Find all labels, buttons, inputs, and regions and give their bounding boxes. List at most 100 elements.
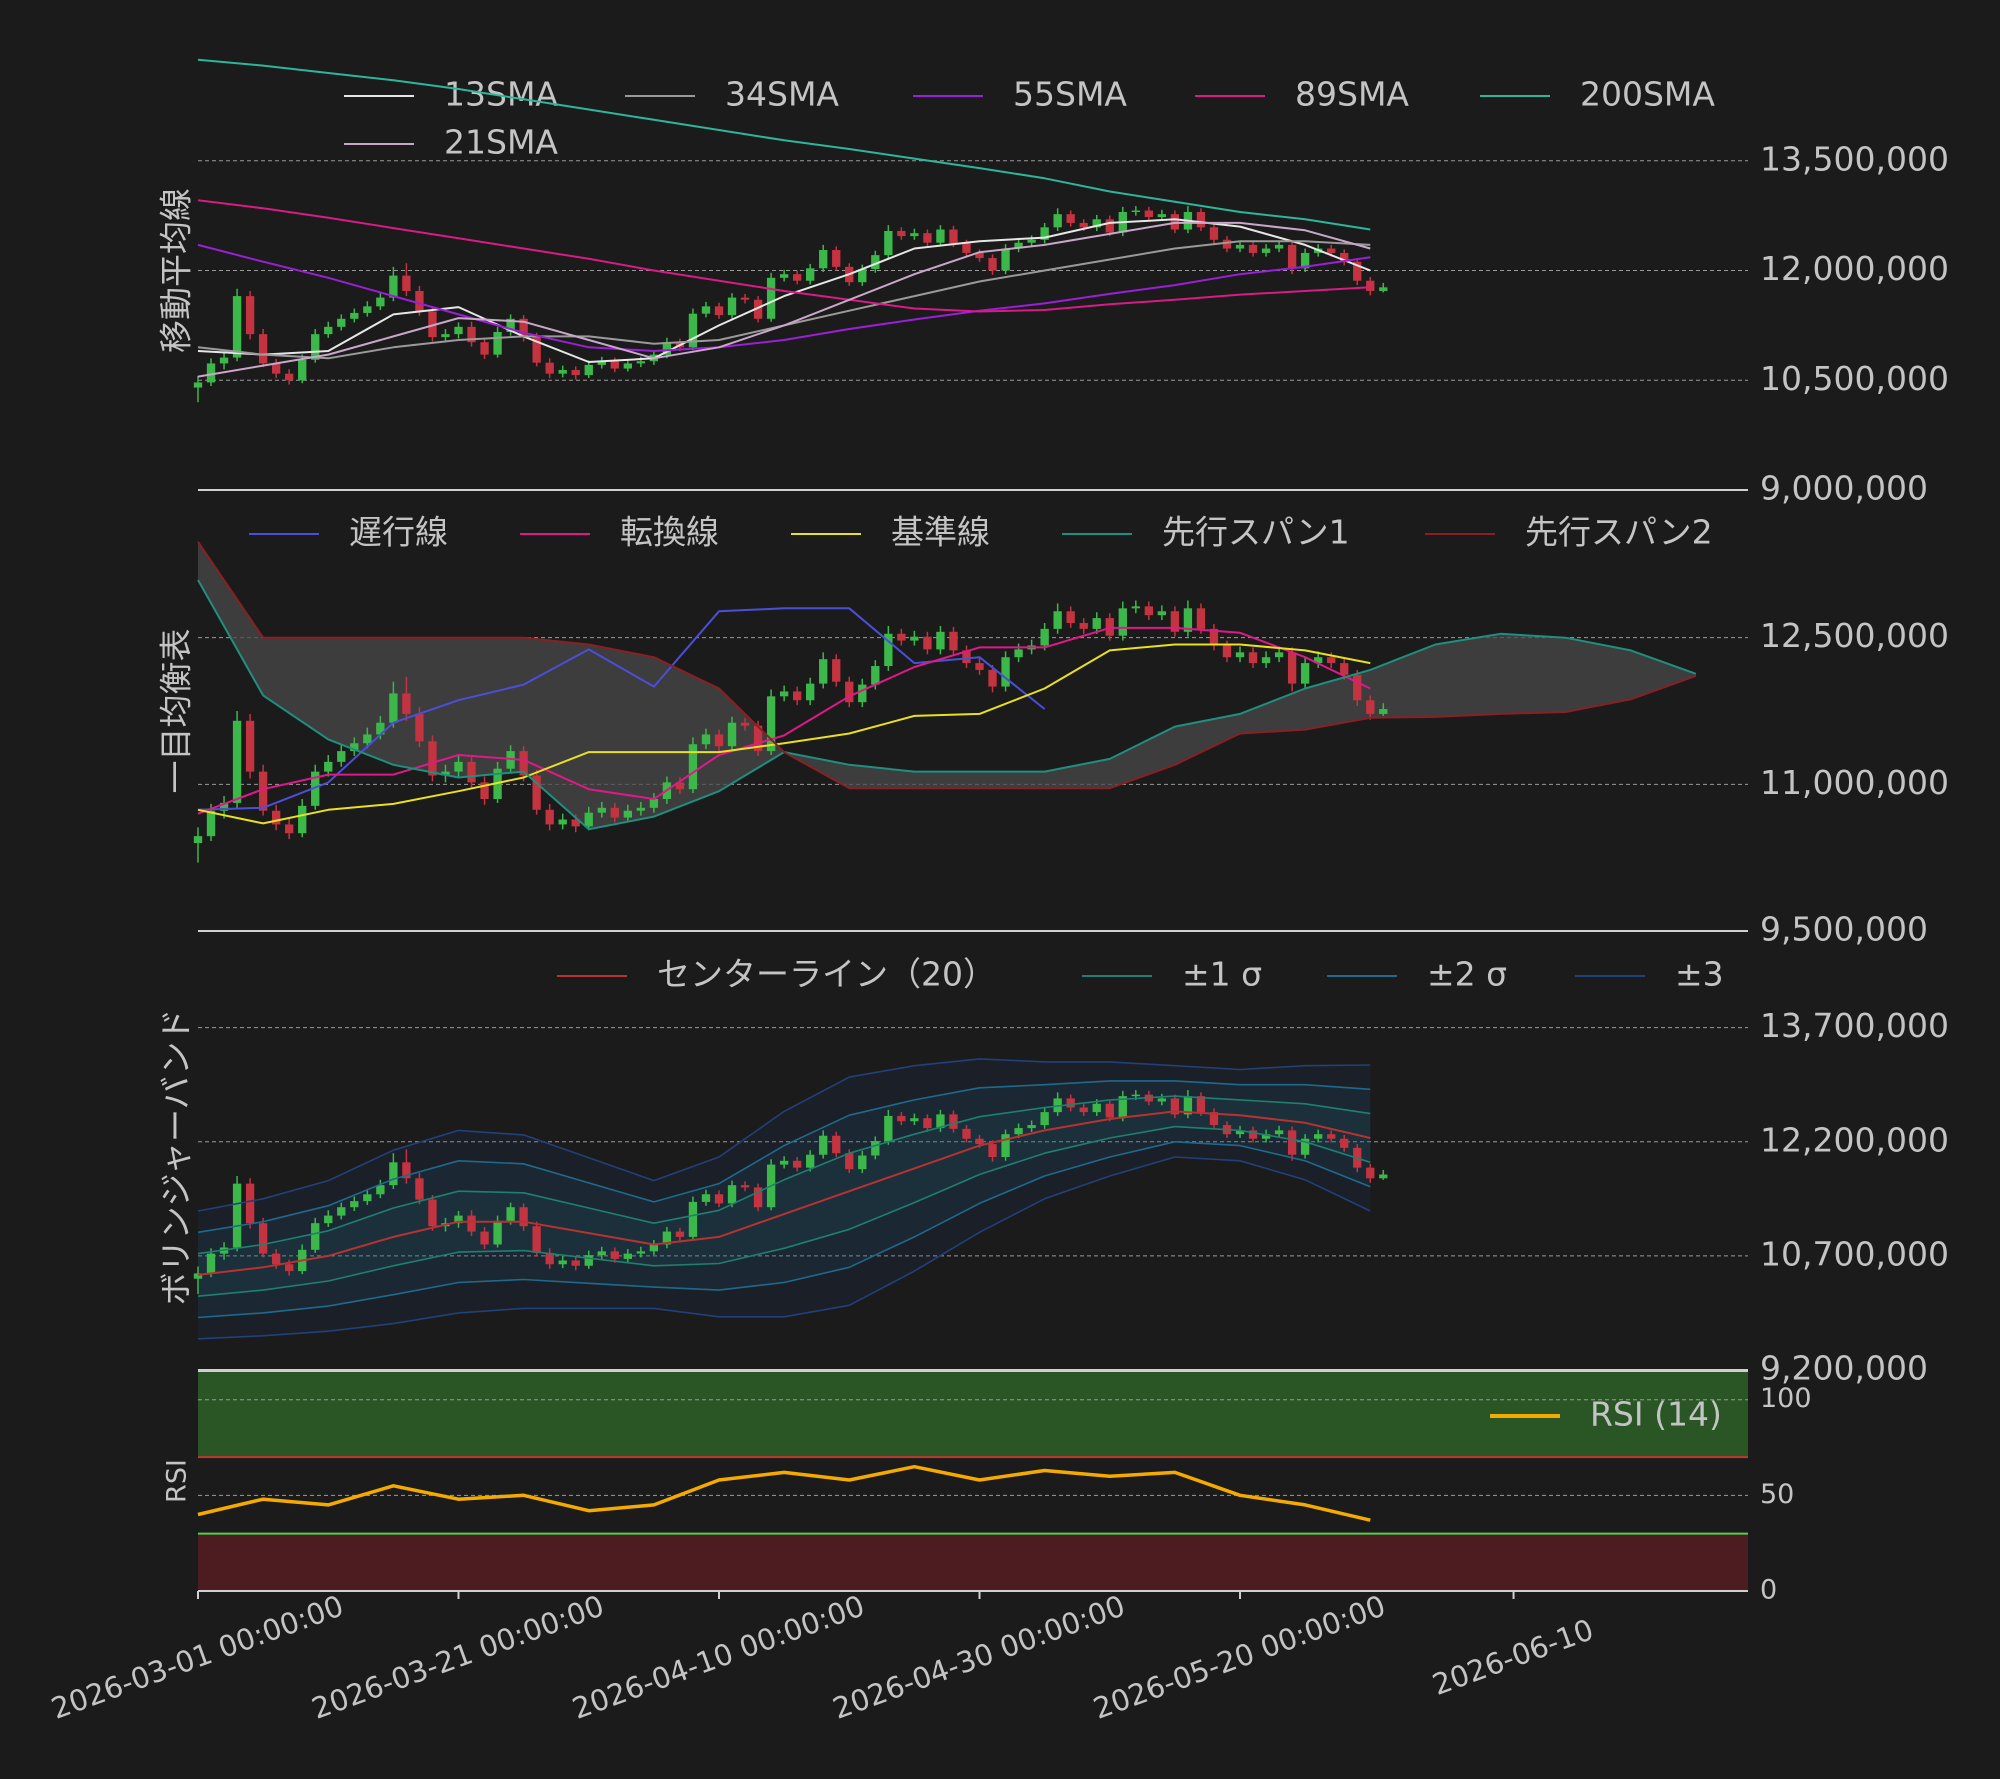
candle-body	[766, 277, 776, 319]
candle-body	[923, 1118, 932, 1129]
candle-body	[871, 255, 880, 270]
candle-body	[753, 299, 763, 319]
series-line	[197, 643, 1371, 825]
candle-body	[962, 243, 971, 253]
candle-body	[1300, 1138, 1310, 1155]
candle-body	[584, 812, 593, 827]
series-line	[197, 1110, 1371, 1276]
band-upper	[197, 1095, 1371, 1255]
candle-body	[232, 296, 242, 358]
candle-body	[792, 691, 802, 701]
band-lower	[197, 1156, 1371, 1340]
candle-body	[467, 1215, 476, 1232]
candle-body	[324, 326, 333, 335]
candle-body	[1092, 1103, 1101, 1113]
legend-label: RSI (14)	[1590, 1395, 1722, 1434]
candle-body	[897, 633, 906, 641]
candle-body	[1066, 1098, 1075, 1108]
candle-body	[1248, 1130, 1258, 1139]
candle-body	[988, 669, 997, 687]
candle-body	[884, 633, 893, 667]
band-fill	[198, 1080, 1371, 1318]
candle-body	[623, 1253, 632, 1259]
candle-body	[962, 650, 971, 664]
candle-body	[519, 318, 528, 338]
candle-body	[1001, 657, 1010, 687]
candle-body	[858, 1155, 867, 1170]
candle-body	[832, 1135, 841, 1154]
candle-body	[545, 809, 554, 825]
candle-body	[311, 334, 320, 360]
series-line	[197, 199, 1371, 313]
candle-body	[1105, 219, 1114, 233]
candle-body	[532, 775, 541, 810]
candle-body	[610, 807, 619, 818]
series-line	[197, 541, 1697, 790]
candle-body	[962, 1128, 971, 1139]
candle-body	[1274, 1130, 1284, 1135]
series-line	[197, 579, 1697, 831]
legend-label: 89SMA	[1295, 75, 1409, 114]
candle-body	[1353, 261, 1362, 281]
candle-body	[1379, 709, 1388, 714]
candle-body	[467, 761, 476, 783]
candle-body	[1027, 1125, 1036, 1129]
candle-body	[193, 1273, 203, 1279]
candle-body	[1379, 287, 1388, 291]
candle-body	[1261, 248, 1271, 253]
candle-body	[597, 361, 606, 365]
candle-body	[1157, 214, 1167, 218]
series-line	[197, 221, 1371, 378]
candle-body	[558, 1260, 567, 1265]
candle-body	[350, 743, 359, 752]
candle-body	[193, 836, 203, 843]
candle-body	[1300, 252, 1310, 269]
candle-body	[402, 275, 411, 291]
panel: 移動平均線 9,000,000 10,500,000 12,000,000 13,500…	[157, 58, 1949, 508]
candle-body	[206, 363, 216, 383]
candle-body	[1001, 1134, 1010, 1157]
candle-body	[206, 810, 216, 837]
candle-body	[298, 805, 307, 834]
candle-body	[441, 771, 450, 776]
y-tick-label: 11,000,000	[1760, 763, 1949, 802]
candle-body	[1157, 1098, 1167, 1102]
legend-label: ±3	[1675, 955, 1724, 994]
candle-body	[193, 382, 203, 388]
panel: RSI 0 50 100 RSI (14)	[162, 1370, 1812, 1606]
candle-body	[506, 1207, 515, 1221]
candle-body	[480, 342, 489, 355]
candle-body	[454, 761, 463, 772]
candle-body	[1314, 657, 1323, 664]
candle-body	[1079, 1107, 1088, 1113]
candle-body	[701, 734, 711, 745]
candle-body	[415, 713, 424, 742]
candle-body	[441, 334, 450, 338]
candle-body	[219, 357, 229, 364]
y-axis-label: 一目均衡表	[157, 629, 196, 794]
candle-body	[285, 1264, 294, 1272]
candle-body	[1340, 1138, 1349, 1148]
candle-body	[675, 782, 685, 790]
candle-body	[832, 250, 841, 267]
candle-body	[1327, 657, 1336, 664]
legend-label: ±1 σ	[1182, 955, 1262, 994]
candle-body	[493, 331, 502, 355]
candle-body	[610, 361, 619, 369]
legend-label: 先行スパン1	[1162, 513, 1350, 552]
candle-body	[688, 313, 698, 348]
candle-body	[258, 771, 268, 811]
candle-body	[1235, 244, 1245, 249]
candle-body	[871, 1141, 880, 1156]
candle-body	[1170, 214, 1180, 230]
panel: 一目均衡表 9,500,000 11,000,000 12,500,000 遅行線 転換線…	[157, 513, 1949, 949]
candle-body	[558, 370, 567, 374]
panel: ボリンジャーバンド 9,200,000 10,700,000 12,200,000 13…	[157, 955, 1949, 1388]
candle-body	[897, 1115, 906, 1122]
candle-body	[1353, 674, 1362, 701]
candle-body	[1196, 608, 1206, 629]
candle-body	[467, 326, 476, 343]
candle-body	[1144, 210, 1154, 218]
candle-body	[1366, 280, 1375, 291]
